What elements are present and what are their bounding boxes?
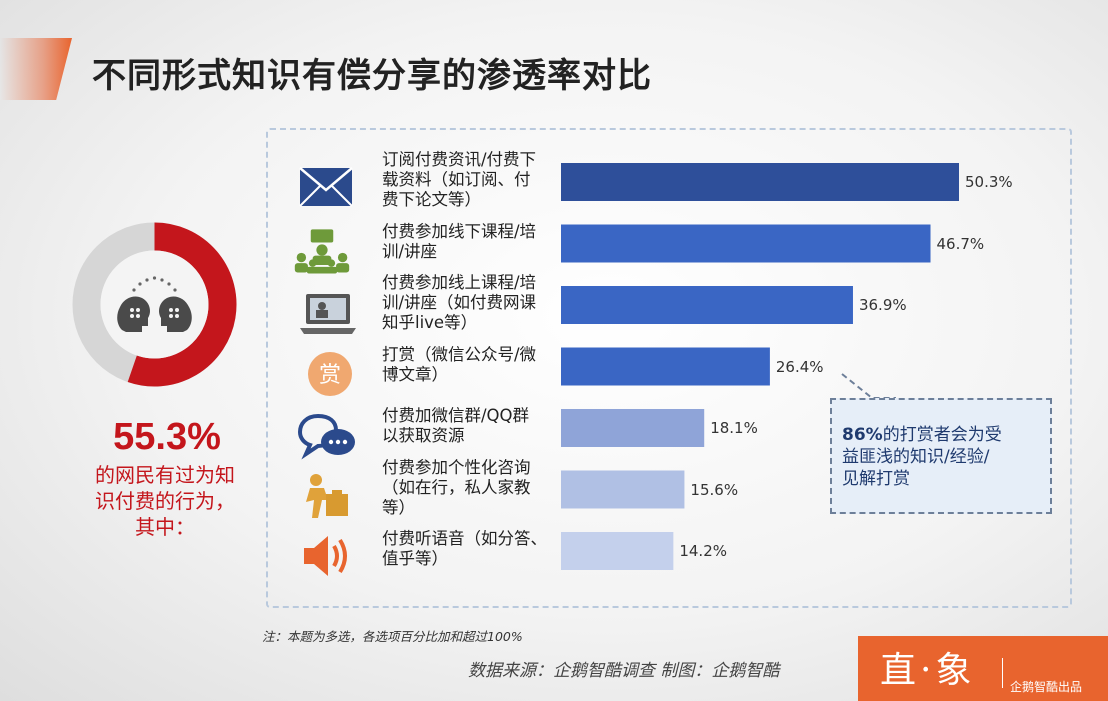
bar-category-label: 付费参加线下课程/培 训/讲座	[382, 222, 560, 262]
bar-value-label: 14.2%	[679, 542, 727, 560]
callout-highlight: 86%	[842, 425, 883, 445]
page-title: 不同形式知识有偿分享的渗透率对比	[92, 56, 652, 96]
bar-category-line: 付费听语音（如分答、	[382, 529, 547, 548]
summary-line: 其中：	[135, 515, 195, 539]
bar-category-line: 知乎live等）	[382, 313, 478, 332]
callout-text: 86%的打赏者会为受 益匪浅的知识/经验/见解打赏	[842, 424, 1042, 490]
brand-logo-sub: 企鹅智酷出品	[1010, 680, 1083, 694]
consulting-icon	[306, 474, 348, 518]
bar-category-line: 付费参加线下课程/培	[382, 221, 537, 241]
bar	[561, 286, 853, 324]
callout-line: 益匪浅的知识/经验/	[842, 447, 990, 467]
bar-category-label: 打赏（微信公众号/微 博文章）	[382, 345, 560, 385]
bar-category-label: 付费听语音（如分答、 值乎等）	[382, 529, 560, 569]
bar	[561, 470, 685, 509]
bar-value-label: 26.4%	[775, 357, 824, 376]
bar-value-label: 36.9%	[858, 296, 907, 314]
bar-category-line: 付费加微信群/QQ群	[382, 406, 530, 425]
summary-percent: 55.3%	[113, 416, 221, 458]
bar-category-line: 训/讲座	[382, 241, 438, 261]
summary-text: 的网民有过为知 识付费的行为， 其中：	[70, 462, 260, 540]
callout-box	[830, 398, 1052, 514]
bar-value-label: 18.1%	[710, 419, 758, 437]
bar-category-line: 博文章）	[382, 364, 448, 384]
bar-category-label: 付费参加个性化咨询 （如在行，私人家教 等）	[382, 458, 560, 518]
logo-divider	[1002, 658, 1003, 688]
classroom-icon	[294, 229, 350, 274]
bar-category-line: 付费参加个性化咨询	[382, 457, 531, 477]
bar	[561, 224, 931, 263]
bar-category-line: 载资料（如订阅、付	[382, 170, 531, 189]
bar-category-label: 付费参加线上课程/培 训/讲座（如付费网课 知乎live等）	[382, 273, 560, 333]
bar-value-label: 46.7%	[936, 234, 985, 253]
footnote: 注：本题为多选，各选项百分比加和超过100%	[262, 629, 523, 644]
bar-category-label: 付费加微信群/QQ群 以获取资源	[382, 406, 560, 446]
bar	[561, 409, 705, 447]
bar-category-label: 订阅付费资讯/付费下 载资料（如订阅、付 费下论文等）	[382, 150, 560, 210]
callout-line: 的打赏者会为受	[882, 425, 1002, 445]
chart-frame	[266, 128, 1072, 608]
summary-line: 识付费的行为，	[95, 489, 235, 513]
brand-logo-box	[858, 636, 1108, 701]
donut-arc	[127, 222, 237, 387]
bar-category-line: 训/讲座（如付费网课	[382, 293, 537, 312]
speaker-icon	[304, 536, 347, 576]
bar-category-line: （如在行，私人家教	[382, 477, 531, 497]
bar-category-line: 订阅付费资讯/付费下	[382, 150, 537, 169]
laptop-video-icon	[300, 294, 356, 334]
bar-value-label: 15.6%	[690, 480, 739, 499]
bar	[561, 347, 770, 386]
summary-line: 的网民有过为知	[95, 463, 235, 487]
callout-line: 见解打赏	[842, 469, 910, 489]
bar-value-label: 50.3%	[965, 173, 1013, 191]
bar-category-line: 等）	[382, 497, 415, 517]
bar-category-line: 打赏（微信公众号/微	[382, 344, 537, 364]
reward-icon: 赏	[308, 352, 352, 396]
donut-chart	[72, 222, 237, 387]
bar-category-line: 费下论文等）	[382, 190, 481, 209]
brand-logo: 直·象	[880, 650, 976, 691]
svg-text:赏: 赏	[319, 363, 341, 388]
heads-icon	[117, 276, 192, 332]
bar	[561, 532, 674, 570]
bar-category-line: 付费参加线上课程/培	[382, 273, 537, 292]
data-source: 数据来源：企鹅智酷调查 制图：企鹅智酷	[468, 661, 780, 681]
bar-category-line: 值乎等）	[382, 549, 448, 568]
envelope-icon	[299, 167, 353, 207]
chat-bubble-icon	[298, 413, 355, 460]
bar	[561, 163, 959, 201]
bar-category-line: 以获取资源	[382, 426, 465, 445]
